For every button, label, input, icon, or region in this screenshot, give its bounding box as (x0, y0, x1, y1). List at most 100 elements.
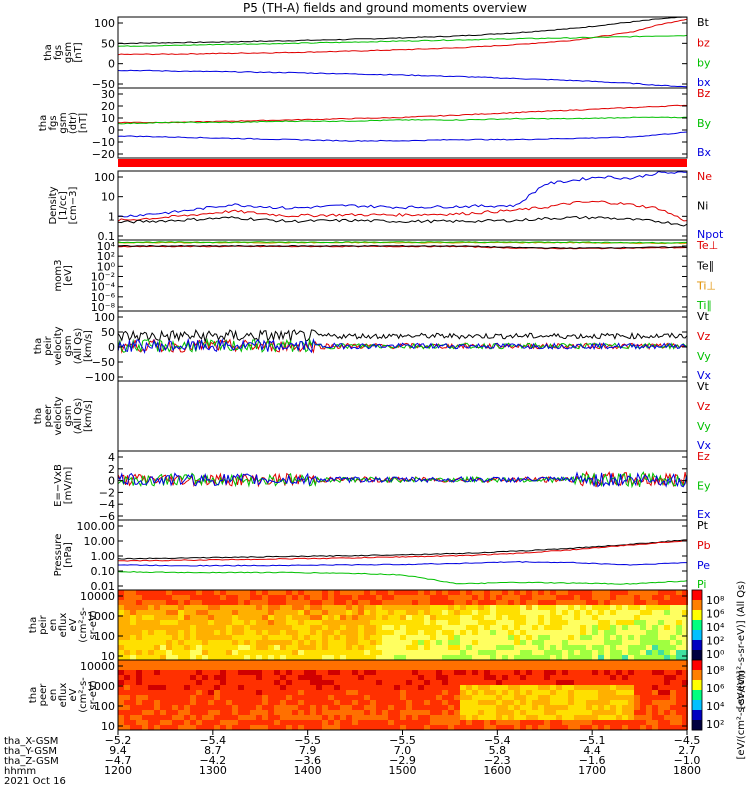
x-tick-label: 1600 (483, 764, 511, 777)
y-axis-label: fgs (53, 45, 64, 60)
colorbar-label: [eV/(cm²-s-sr-eV)] (736, 670, 747, 759)
colorbar-band (692, 590, 702, 601)
y-tick-label: 10⁻² (91, 271, 115, 284)
legend-Vx: Vx (697, 369, 712, 382)
series-Bx-line (117, 131, 688, 142)
x-tick-label: 1700 (578, 764, 606, 777)
colorbar-tick-label: 10⁰ (706, 648, 725, 661)
y-tick-label: 50 (101, 326, 115, 339)
series-Vx-line (117, 337, 688, 354)
y-axis-label: mom3 (53, 260, 64, 292)
y-tick-label: 1000 (87, 680, 115, 693)
y-axis-label: velocity (53, 396, 64, 435)
x-tick-label: 2.7 (678, 744, 696, 757)
y-axis-label: (dtr) (68, 112, 79, 134)
colorbar: 10⁸ 10⁶ 10⁴ 10² [eV/(cm²-s-sr-eV)] (691, 659, 747, 759)
y-axis-label: tha (33, 408, 44, 424)
colorbar-band (692, 650, 702, 661)
x-row-label: tha_Y-GSM (4, 746, 57, 757)
spectrogram-cells (118, 590, 688, 660)
y-axis-label: eV (68, 688, 79, 701)
legend-Te⊥: Te⊥ (696, 239, 718, 252)
colorbar-label: [eV/(cm²-s-sr-eV)] (All Qs) (736, 581, 747, 710)
panel-frame (117, 380, 688, 452)
legend-Ey: Ey (697, 480, 711, 493)
y-tick-label: 10⁰ (97, 260, 116, 273)
y-axis-label: (All Qs) (73, 398, 84, 435)
colorbar-band (692, 610, 702, 621)
y-axis-label: [nPa] (63, 542, 74, 568)
y-tick-label: 10⁻⁶ (91, 291, 116, 304)
legend-Vx: Vx (697, 439, 712, 452)
colorbar-band (692, 660, 702, 671)
colorbar-tick-label: 10² (706, 635, 724, 648)
legend-Vy: Vy (697, 350, 711, 363)
panel-6: tha peer velocity gsm (All Qs) [km/s] Vt Vz Vy Vx (33, 380, 712, 452)
y-tick-label: −20 (92, 148, 115, 161)
series-Ni-line (117, 215, 688, 227)
y-axis-label: Density (48, 186, 59, 224)
y-tick-label: 1.00 (91, 550, 116, 563)
y-tick-label: 100 (94, 311, 115, 324)
y-axis-label: peir (38, 614, 49, 634)
y-tick-label: 0 (108, 475, 115, 488)
x-tick-label: −3.6 (294, 754, 321, 767)
series-Bt-line (117, 16, 688, 45)
y-tick-label: 0.1 (98, 230, 116, 243)
y-axis-label: tha (33, 338, 44, 354)
series-Ex-line (117, 471, 688, 488)
legend-Bt: Bt (697, 16, 710, 29)
y-axis-label: tha (43, 44, 54, 60)
y-axis-label: [mV/m] (63, 467, 74, 505)
x-tick-label: 1200 (104, 764, 132, 777)
colorbar-band (692, 710, 702, 721)
series-Ti∥-line (117, 241, 687, 244)
x-tick-label: −5.5 (294, 734, 321, 747)
legend-Npot: Npot (697, 228, 724, 241)
legend-Ti⊥: Ti⊥ (696, 280, 716, 293)
colorbar-tick-label: 10⁴ (706, 621, 725, 634)
x-axis-labels: tha_X-GSM −5.2 −5.4 −5.5 −5.5 −5.4 −5.1 −4.5 tha… (4, 730, 701, 787)
x-tick-label: 5.8 (489, 744, 507, 757)
series-Te∥-line (117, 244, 688, 249)
y-tick-label: 10.00 (84, 535, 116, 548)
colorbar-band (692, 680, 702, 691)
y-tick-label: 20 (101, 100, 115, 113)
y-axis-label: eflux (58, 683, 69, 708)
y-axis-label: tha (28, 687, 39, 703)
series-Vz-line (117, 338, 688, 354)
y-axis-label: tha (38, 115, 49, 131)
x-tick-label: 1400 (294, 764, 322, 777)
y-tick-label: 10000 (80, 590, 115, 603)
y-axis-label: [km/s] (83, 400, 94, 432)
y-tick-label: 100 (94, 630, 115, 643)
colorbar-tick-label: 10⁸ (706, 594, 725, 607)
panel-1: 100 50 0 −50 tha fgs gsm [nT] Bt bz by bx (43, 16, 711, 91)
date-label: 2021 Oct 16 (4, 776, 66, 787)
y-axis-label: [1/cc] (58, 191, 69, 220)
plot-title: P5 (TH-A) fields and ground moments over… (243, 1, 527, 15)
legend-Ex: Ex (697, 508, 711, 521)
colorbar-tick-label: 10⁸ (706, 664, 725, 677)
x-tick-label: 9.4 (109, 744, 127, 757)
y-axis-label: eflux (58, 613, 69, 638)
panel-10: 10⁸ 10⁶ 10⁴ 10² [eV/(cm²-s-sr-eV)] 10000 1000 1… (28, 659, 747, 759)
panel-7: 420−2−4−6 E=−VxB [mV/m] Ez Ey Ex (53, 450, 711, 523)
x-tick-label: 1300 (199, 764, 227, 777)
y-axis-label: (cm²-s- (78, 607, 89, 643)
x-row-label: hhmm (4, 766, 36, 777)
legend-Vt: Vt (697, 380, 710, 393)
y-axis-label: peer (43, 404, 54, 428)
y-tick-label: 10 (101, 191, 115, 204)
y-axis-label: gsm (63, 42, 74, 63)
legend-Vy: Vy (697, 420, 711, 433)
panel-3: 100 10 1 0.1 Density [1/cc] [cm−3] Ne Ni Npot (48, 170, 724, 243)
panel-5: 100 50 0 −50 −100 tha peir velocity gsm (All Qs)[… (33, 310, 712, 384)
y-axis-label: [eV] (63, 265, 74, 286)
y-tick-label: −100 (85, 371, 115, 384)
y-axis-label: fgs (48, 115, 59, 130)
y-tick-label: 0.10 (91, 565, 116, 578)
legend-Vt: Vt (697, 310, 710, 323)
y-tick-label: 2 (108, 463, 115, 476)
y-tick-label: −50 (92, 78, 115, 91)
